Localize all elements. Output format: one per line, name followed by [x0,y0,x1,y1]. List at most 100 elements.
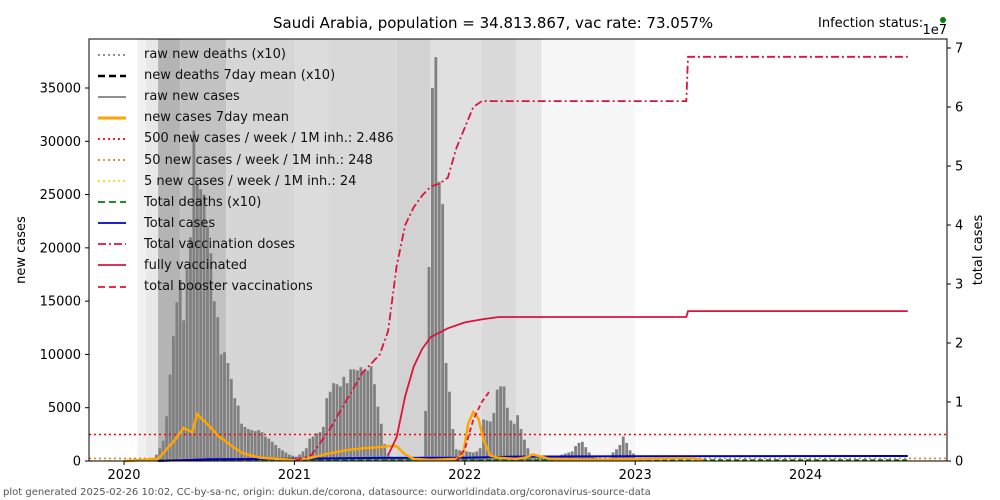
background-band [146,39,159,461]
legend-label: Total cases [144,215,216,231]
raw-new-cases-bar [410,458,414,461]
raw-new-cases-bar [519,429,523,461]
raw-new-cases-bar [475,451,479,461]
raw-new-cases-bar [492,413,496,461]
legend-item: 50 new cases / week / 1M inh.: 248 [96,149,394,170]
raw-new-cases-bar [178,279,182,461]
raw-new-cases-bar [212,301,216,461]
y-tick-label: 25000 [40,188,81,203]
y2-tick-label: 5 [955,160,963,175]
raw-new-cases-bar [284,452,288,461]
raw-new-cases-bar [189,237,192,461]
raw-new-cases-bar [512,423,516,461]
y-tick-label: 5000 [48,401,81,416]
raw-new-cases-bar [240,423,243,461]
raw-new-cases-bar [209,253,213,461]
raw-new-cases-bar [257,430,261,461]
total-vaccination-doses-line [294,55,908,462]
background-band [541,39,636,461]
raw-new-cases-bar [308,438,312,461]
footer-credits: plot generated 2025-02-26 10:02, CC-by-s… [3,487,651,498]
y2-tick-label: 6 [955,101,963,116]
legend-item: raw new deaths (x10) [96,44,394,65]
y-tick-label: 35000 [40,82,81,97]
raw-new-cases-bar [223,352,226,461]
raw-new-cases-bar [304,448,308,461]
raw-new-cases-bar [260,432,264,461]
raw-new-cases-bar [332,383,335,461]
raw-new-cases-bar [359,367,363,461]
total-cases-line [158,455,908,462]
raw-new-cases-bar [424,410,428,461]
new-cases-7day-mean-line [123,409,704,463]
legend-swatch [96,175,128,187]
y-axis-label: new cases [14,216,29,284]
raw-new-cases-bar [233,398,237,461]
raw-new-cases-bar [431,88,434,461]
raw-new-cases-bar [580,441,584,461]
legend-label: Total vaccination doses [144,236,296,252]
raw-new-cases-bar [454,449,458,461]
y2-tick-label: 0 [955,455,963,470]
raw-new-cases-bar [499,386,502,461]
raw-new-cases-bar [536,456,540,461]
legend-swatch [96,217,128,229]
legend-item: new cases 7day mean [96,107,394,128]
raw-new-cases-bar [253,431,257,461]
raw-new-cases-bar [516,415,520,461]
raw-new-cases-bar [485,420,489,461]
raw-new-cases-bar [506,407,509,461]
legend-label: 50 new cases / week / 1M inh.: 248 [144,152,373,168]
legend-label: new deaths 7day mean (x10) [144,68,336,84]
legend-swatch [96,196,128,208]
raw-new-cases-bar [202,194,206,462]
raw-new-cases-bar [243,426,247,461]
raw-new-cases-bar [195,183,199,461]
raw-new-cases-bar [335,384,339,461]
legend-swatch [96,112,128,124]
raw-new-cases-bar [451,429,455,461]
raw-new-cases-bar [509,420,513,461]
legend-swatch [96,133,128,145]
legend-swatch [96,70,128,82]
infection-status-dot [940,17,946,23]
raw-new-cases-bar [339,386,342,461]
x-tick-label: 2020 [107,468,140,483]
raw-new-cases-bar [468,451,472,461]
raw-new-cases-bar [206,226,209,461]
legend-swatch [96,281,128,293]
raw-new-cases-bar [318,432,322,461]
y-tick-label: 15000 [40,295,81,310]
series-lines [89,55,947,463]
legend-label: 500 new cases / week / 1M inh.: 2.486 [144,131,394,147]
y-tick-label: 20000 [40,241,81,256]
background-band [226,39,295,461]
raw-new-cases-bar [325,398,329,461]
x-tick-label: 2022 [448,468,481,483]
raw-new-cases-bar [448,391,451,461]
raw-new-cases-bar [281,450,284,461]
raw-new-cases-bar [345,383,349,461]
raw-new-cases-bar [175,302,179,461]
y-tick-label: 0 [73,455,81,470]
raw-new-cases-bar [560,454,564,461]
raw-new-cases-bar [488,421,492,461]
raw-new-cases-bar [352,369,356,461]
y2-tick-label: 7 [955,42,963,57]
raw-new-cases-bar [356,370,359,461]
raw-new-cases-bar [618,445,622,461]
y-tick-label: 10000 [40,348,81,363]
raw-new-cases-bar [161,440,165,461]
y2-tick-label: 3 [955,278,963,293]
raw-new-cases-bar [495,389,499,461]
legend-label: fully vaccinated [144,257,247,273]
raw-new-cases-bar [192,130,196,461]
legend-item: new deaths 7day mean (x10) [96,65,394,86]
raw-new-cases-bar [165,416,168,461]
raw-new-cases-bar [376,406,380,461]
legend-item: raw new cases [96,86,394,107]
raw-new-cases-bar [444,362,448,461]
raw-new-cases-bar [185,269,189,461]
raw-new-cases-bar [625,442,629,461]
x-tick-label: 2023 [619,468,652,483]
